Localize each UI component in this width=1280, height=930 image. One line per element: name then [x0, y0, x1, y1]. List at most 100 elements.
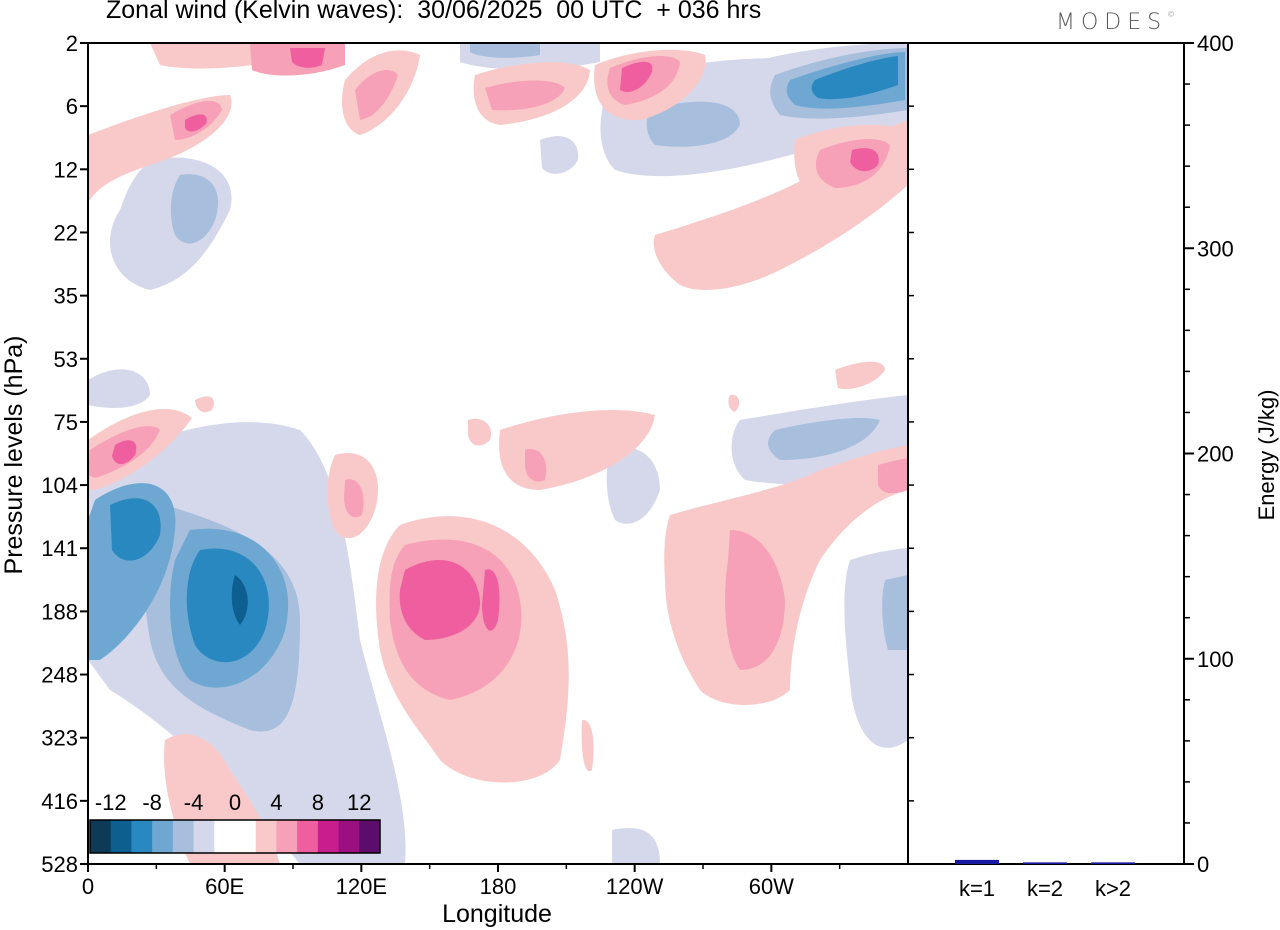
pos-region: [150, 43, 270, 69]
chart-title: Zonal wind (Kelvin waves): 30/06/2025 00…: [106, 0, 762, 24]
brand-mark: ©: [1167, 10, 1176, 19]
neg-region: [811, 56, 898, 100]
y-tick-label: 141: [41, 536, 78, 561]
negative-regions: [88, 43, 908, 864]
colorbar-label: 12: [347, 790, 371, 815]
pos-region: [525, 449, 547, 482]
pos-region: [664, 445, 908, 705]
pos-region: [485, 80, 565, 111]
x-tick-label: 120E: [336, 874, 387, 899]
colorbar-swatch: [276, 820, 298, 853]
pos-region: [728, 394, 740, 412]
y-tick-label: 35: [54, 284, 78, 309]
neg-region: [186, 548, 269, 663]
colorbar-swatch: [110, 820, 132, 853]
neg-region: [768, 418, 880, 460]
x-tick-label: 0: [82, 874, 94, 899]
bar-category-label: k>2: [1095, 876, 1131, 901]
neg-region: [470, 43, 540, 58]
neg-region: [882, 575, 908, 650]
neg-region: [612, 827, 660, 864]
pos-region: [468, 418, 492, 446]
colorbar-label: 0: [229, 790, 241, 815]
heatmap-field: [88, 43, 908, 864]
y-tick-label: 12: [54, 157, 78, 182]
energy-tick-label: 0: [1197, 852, 1209, 877]
pos-region: [835, 361, 885, 390]
pos-region: [581, 719, 594, 772]
bar-category-label: k=2: [1027, 876, 1063, 901]
colorbar-swatch: [359, 820, 381, 853]
neg-region: [606, 447, 660, 524]
x-tick-label: 120W: [606, 874, 664, 899]
neg-region: [646, 101, 740, 147]
colorbar-swatch: [317, 820, 340, 853]
pos-region: [290, 48, 325, 68]
y-axis-label: Pressure levels (hPa): [0, 336, 28, 575]
neg-region: [231, 575, 248, 625]
colorbar-label: 4: [270, 790, 282, 815]
x-tick-label: 180: [480, 874, 517, 899]
colorbar-swatch: [297, 820, 319, 853]
pos-region: [344, 479, 364, 518]
energy-bars: k=1 k=2 k>2: [955, 859, 1135, 901]
brand-text: MODES: [1056, 10, 1168, 35]
energy-bar: [955, 859, 999, 864]
y-tick-label: 53: [54, 347, 78, 372]
energy-tick-label: 400: [1197, 31, 1234, 56]
y-tick-label: 2: [66, 31, 78, 56]
colorbar: -12 -8 -4 0 4 8 12: [89, 790, 381, 854]
energy-tick-label: 100: [1197, 647, 1234, 672]
colorbar-swatch: [338, 820, 360, 853]
energy-bar: [1023, 862, 1067, 864]
colorbar-swatch: [172, 820, 195, 853]
neg-region: [170, 174, 219, 244]
energy-tick-label: 200: [1197, 442, 1234, 467]
energy-axis-label: Energy (J/kg): [1254, 390, 1279, 521]
colorbar-swatch: [214, 820, 236, 853]
pos-region: [355, 70, 398, 120]
pos-region: [620, 61, 653, 92]
y-tick-label: 188: [41, 599, 78, 624]
x-tick-label: 60E: [205, 874, 244, 899]
y-tick-label: 323: [41, 726, 78, 751]
energy-bar: [1091, 862, 1135, 864]
pos-region: [725, 530, 785, 670]
colorbar-label: -4: [184, 790, 204, 815]
y-tick-label: 104: [41, 473, 78, 498]
colorbar-swatch: [90, 820, 112, 853]
y-tick-label: 6: [66, 94, 78, 119]
brand-logo: MODES©: [1056, 10, 1175, 35]
y-axis: 2 6 12 22 35 53 75 104 141 188 248 323 416 528: [41, 31, 914, 877]
y-tick-label: 248: [41, 663, 78, 688]
energy-tick-label: 300: [1197, 236, 1234, 261]
colorbar-frame: [89, 819, 381, 854]
energy-axis: 0 100 200 300 400: [1184, 31, 1234, 877]
colorbar-swatch: [193, 820, 215, 853]
y-tick-label: 528: [41, 852, 78, 877]
bar-category-label: k=1: [959, 876, 995, 901]
neg-region: [88, 369, 150, 408]
colorbar-swatch: [235, 820, 257, 853]
y-tick-label: 75: [54, 410, 78, 435]
x-axis-label: Longitude: [442, 900, 552, 928]
neg-region: [540, 136, 579, 174]
y-tick-label: 416: [41, 789, 78, 814]
pos-region: [850, 148, 879, 172]
colorbar-label: 8: [312, 790, 324, 815]
pos-region: [482, 569, 500, 631]
bar-panel-frame: [907, 42, 1185, 865]
colorbar-label: -12: [95, 790, 127, 815]
pos-region: [185, 114, 207, 132]
colorbar-label: -8: [142, 790, 162, 815]
pos-region: [399, 560, 481, 640]
colorbar-swatch: [255, 820, 277, 853]
neg-region: [110, 498, 161, 561]
colorbar-swatch: [131, 820, 153, 853]
pos-region: [878, 458, 908, 494]
x-axis: 0 60E 120E 180 120W 60W: [82, 864, 841, 899]
y-tick-label: 22: [54, 220, 78, 245]
pos-region: [195, 396, 215, 413]
colorbar-swatch: [152, 820, 174, 853]
